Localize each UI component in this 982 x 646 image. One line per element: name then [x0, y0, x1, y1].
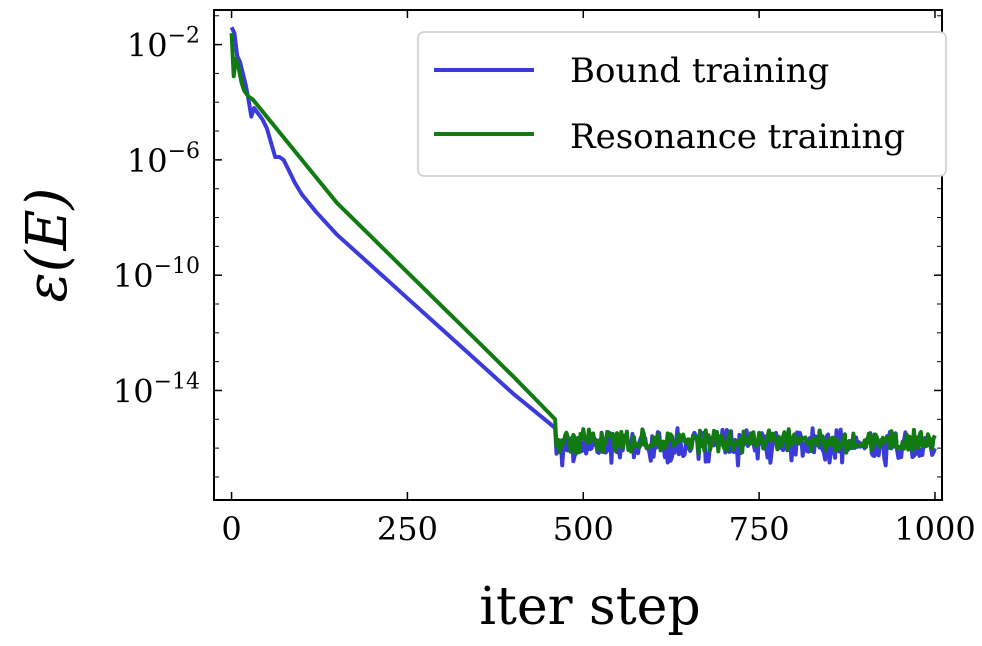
legend-label-bound: Bound training: [570, 51, 829, 91]
x-tick-label: 750: [729, 510, 790, 548]
y-tick-base: 10: [113, 257, 154, 295]
y-tick-exponent: −14: [154, 369, 200, 394]
x-tick-label: 500: [553, 510, 614, 548]
series-line-resonance-training: [229, 33, 937, 456]
x-axis: 0 250 500 750 1000: [221, 10, 976, 548]
y-tick-label: 10−14: [113, 369, 200, 410]
series-layer: [229, 26, 937, 468]
plot-frame: [213, 9, 943, 501]
y-tick-exponent: −2: [168, 24, 200, 49]
legend-box: [417, 31, 947, 177]
y-tick-base: 10: [113, 372, 154, 410]
y-tick-base: 10: [127, 27, 168, 65]
x-tick-label: 1000: [894, 510, 975, 548]
x-tick-label: 0: [221, 510, 241, 548]
y-tick-exponent: −6: [168, 139, 200, 164]
y-tick-label: 10−10: [113, 254, 200, 295]
y-tick-label: 10−2: [127, 24, 200, 65]
legend-label-resonance: Resonance training: [570, 117, 905, 157]
y-tick-label: 10−6: [127, 139, 200, 180]
y-axis-label: ε(E): [15, 188, 80, 303]
y-tick-exponent: −10: [154, 254, 200, 279]
legend: Bound training Resonance training: [417, 31, 947, 177]
y-tick-base: 10: [127, 142, 168, 180]
x-axis-label: iter step: [479, 577, 700, 637]
x-tick-label: 250: [377, 510, 438, 548]
